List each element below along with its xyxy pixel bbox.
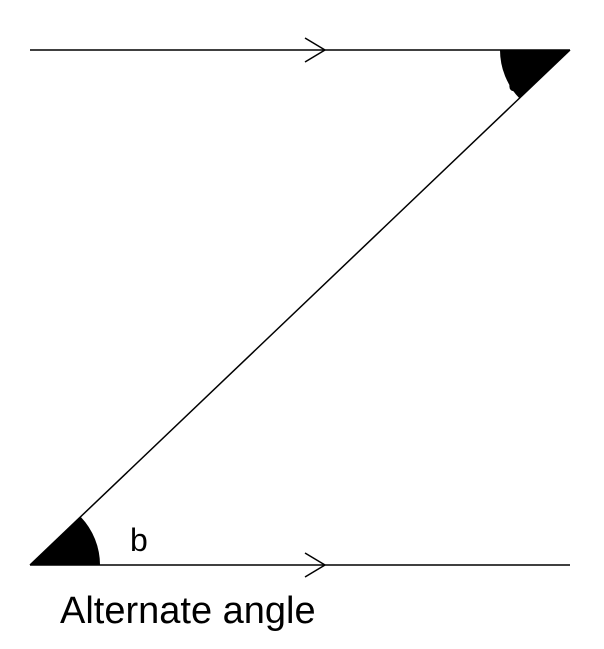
diagram-caption: Alternate angle bbox=[60, 590, 316, 633]
angle-label-b: b bbox=[130, 522, 148, 559]
angle-b-marker bbox=[30, 517, 100, 565]
transversal-line bbox=[30, 50, 570, 565]
alternate-angle-diagram: a b Alternate angle bbox=[0, 0, 604, 649]
angle-label-a: a bbox=[508, 62, 526, 99]
